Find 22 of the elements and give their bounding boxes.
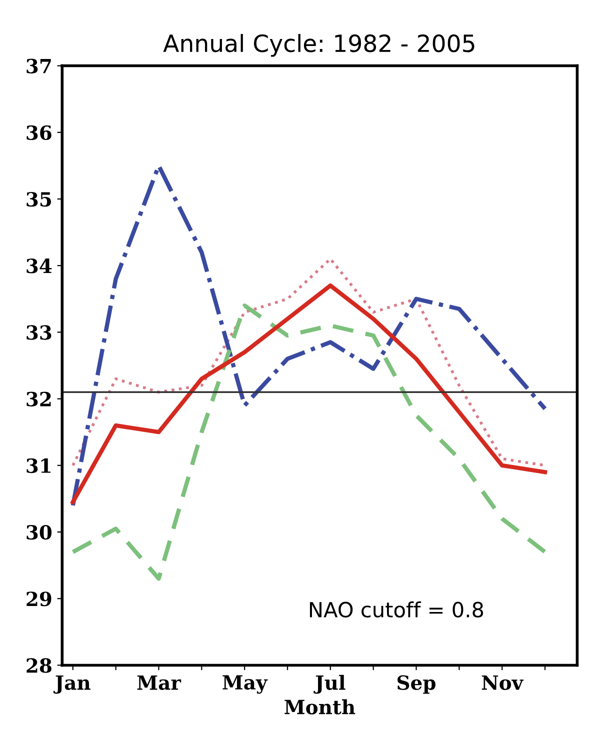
y-tick-label: 31 bbox=[26, 458, 51, 474]
x-tick-label: May bbox=[222, 675, 268, 694]
y-tick-label: 29 bbox=[26, 592, 52, 606]
line-series bbox=[70, 303, 548, 581]
x-tick-label: Nov bbox=[482, 676, 524, 690]
x-tick-label: Sep bbox=[398, 675, 436, 694]
y-tick-label: 34 bbox=[26, 258, 52, 274]
x-tick-label: Jul bbox=[314, 674, 346, 694]
y-tick-label: 35 bbox=[26, 192, 51, 207]
y-tick-label: 33 bbox=[26, 325, 52, 340]
x-tick-label: Mar bbox=[137, 676, 182, 690]
y-tick-label: 28 bbox=[26, 658, 52, 673]
chart-title: Annual Cycle: 1982 - 2005 bbox=[163, 34, 474, 57]
x-tick-label: Jan bbox=[53, 676, 90, 694]
y-tick-label: 32 bbox=[26, 392, 51, 406]
y-tick-label: 36 bbox=[26, 125, 52, 140]
line-series bbox=[70, 164, 548, 508]
y-tick-label: 30 bbox=[26, 524, 52, 540]
y-tick-label: 37 bbox=[26, 58, 51, 74]
annotation: NAO cutoff = 0.8 bbox=[310, 601, 484, 618]
x-axis-title: Month bbox=[284, 699, 356, 714]
line-series bbox=[70, 283, 548, 504]
